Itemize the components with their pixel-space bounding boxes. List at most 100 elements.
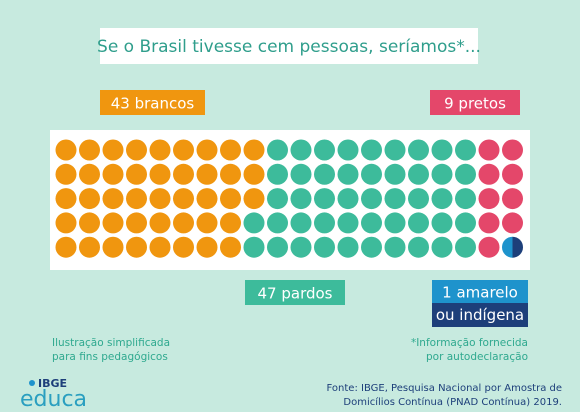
dot	[243, 139, 265, 161]
dot	[431, 236, 453, 258]
dot	[79, 163, 100, 185]
dot	[55, 212, 77, 234]
dot	[431, 139, 453, 161]
dot	[79, 188, 100, 210]
label-value: 9	[444, 94, 454, 112]
dot	[431, 163, 453, 185]
dot	[361, 163, 382, 185]
dot	[337, 139, 359, 161]
dot	[455, 163, 476, 185]
logo-dot	[29, 380, 35, 386]
source: Fonte: IBGE, Pesquisa Nacional por Amost…	[327, 383, 562, 394]
dot	[243, 163, 265, 185]
dot	[501, 236, 513, 258]
dot	[314, 188, 335, 210]
dot	[102, 163, 124, 185]
dot	[79, 236, 100, 258]
dot	[173, 236, 194, 258]
note: Ilustração simplificada	[52, 337, 170, 349]
dot	[196, 139, 218, 161]
dot	[126, 236, 147, 258]
dot	[102, 139, 124, 161]
dot	[314, 163, 335, 185]
dot	[126, 163, 147, 185]
note: para fins pedagógicos	[52, 351, 168, 363]
dot	[196, 188, 218, 210]
dot	[220, 188, 241, 210]
series-label: 43 brancos	[111, 94, 195, 112]
label-box	[432, 280, 528, 303]
label-name: amarelo	[456, 283, 517, 301]
dot	[290, 188, 312, 210]
dot	[149, 188, 171, 210]
dot	[290, 139, 312, 161]
dot	[314, 236, 335, 258]
dot	[55, 236, 77, 258]
label-value: 47	[257, 284, 276, 302]
dot	[314, 212, 335, 234]
label-box	[430, 90, 520, 115]
dot	[126, 212, 147, 234]
dot	[361, 188, 382, 210]
dot	[79, 212, 100, 234]
dot	[455, 188, 476, 210]
dot	[384, 188, 406, 210]
dot	[149, 163, 171, 185]
source: Domicílios Contínua (PNAD Contínua) 2019…	[343, 396, 562, 408]
dot	[102, 236, 124, 258]
dot	[502, 163, 523, 185]
dot	[478, 236, 500, 258]
dot	[55, 163, 77, 185]
dot	[408, 188, 429, 210]
dot	[478, 188, 500, 210]
label-name: pretos	[458, 94, 506, 112]
dot	[502, 139, 523, 161]
dot	[243, 188, 265, 210]
dot	[196, 212, 218, 234]
dot	[502, 188, 523, 210]
dot	[173, 212, 194, 234]
dot	[173, 163, 194, 185]
logo-top: IBGE	[38, 377, 67, 390]
dot	[220, 212, 241, 234]
dot	[196, 163, 218, 185]
dot	[102, 188, 124, 210]
dot	[243, 212, 265, 234]
series-label: 47 pardos	[257, 284, 332, 302]
dot	[220, 163, 241, 185]
dot	[102, 212, 124, 234]
dot	[267, 188, 288, 210]
dot	[290, 236, 312, 258]
dot	[173, 139, 194, 161]
dot	[55, 188, 77, 210]
dot	[79, 139, 100, 161]
dot	[149, 212, 171, 234]
logo-bottom: educa	[20, 387, 87, 412]
dot	[314, 139, 335, 161]
dot	[149, 236, 171, 258]
label-name: pardos	[281, 284, 332, 302]
dot	[196, 236, 218, 258]
dot	[361, 236, 382, 258]
dot	[431, 188, 453, 210]
dot	[431, 212, 453, 234]
dot	[290, 212, 312, 234]
chart-title: Se o Brasil tivesse cem pessoas, seríamo…	[97, 37, 481, 57]
dot	[173, 188, 194, 210]
dot	[220, 236, 241, 258]
dot	[337, 212, 359, 234]
dot	[267, 139, 288, 161]
label-box	[100, 90, 205, 115]
label-box	[245, 280, 345, 305]
dot	[337, 163, 359, 185]
label-value: 43	[111, 94, 130, 112]
dot	[290, 163, 312, 185]
dot	[220, 139, 241, 161]
dot	[478, 212, 500, 234]
note: *Informação fornecida	[411, 337, 528, 349]
note: por autodeclaração	[426, 351, 528, 363]
dot	[478, 163, 500, 185]
dot	[149, 139, 171, 161]
